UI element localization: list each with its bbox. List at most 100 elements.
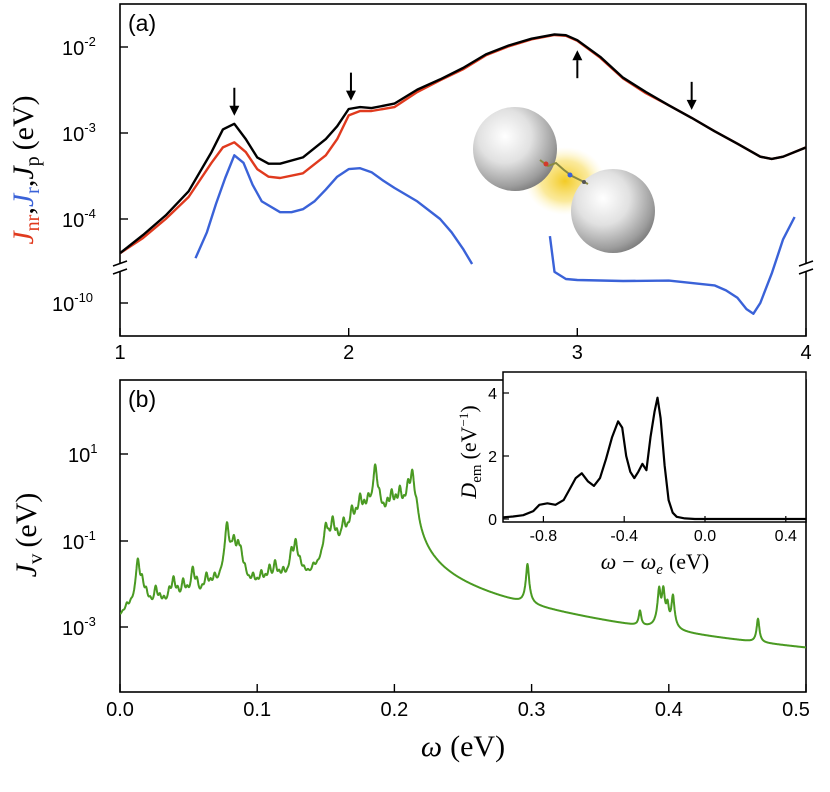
panel-b-x-tick-label: 0.2 xyxy=(380,699,408,721)
tick-base: 10 xyxy=(62,210,84,232)
arrow-annotation xyxy=(572,50,583,79)
panel-b-x-axis-title: ω (eV) xyxy=(421,730,505,763)
svg-text:Dem(eV−1): Dem (eV−1) xyxy=(456,405,485,499)
jp-sub: p xyxy=(22,156,44,166)
panel-b-y-tick-label: 10-1 xyxy=(62,528,96,554)
panel-a-x-tick-label: 1 xyxy=(114,342,125,364)
unit: (eV) xyxy=(450,730,505,763)
omega-e-symbol: ω xyxy=(641,549,657,574)
tick-exp: -3 xyxy=(84,120,96,135)
svg-text:Jnr,Jr,Jp(eV): Jnr,Jr,Jp(eV) xyxy=(7,95,44,244)
tick-base: 10 xyxy=(62,532,84,554)
arrow-annotation xyxy=(229,87,240,116)
panel-a-y-ticks xyxy=(120,46,128,304)
tick-exp: -1 xyxy=(84,528,96,543)
jv-symbol: J xyxy=(10,562,43,577)
series-jp xyxy=(120,33,806,255)
svg-text:10-3: 10-3 xyxy=(62,120,96,146)
axis-break-left xyxy=(112,260,128,275)
inset-y-tick-label: 0 xyxy=(488,512,497,529)
inset-x-axis-title: ω − ωe (eV) xyxy=(601,549,710,578)
inset-y-tick-label: 2 xyxy=(488,449,497,466)
nanosphere-dimer-illustration xyxy=(473,107,655,253)
unit-exp: −1 xyxy=(456,413,471,427)
panel-b-label: (b) xyxy=(128,386,156,412)
label-sep: , xyxy=(7,207,40,215)
arrow-annotation xyxy=(345,72,356,101)
dem-sub: em xyxy=(469,464,485,483)
panel-a-x-ticks xyxy=(119,328,807,336)
panel-a-plot-area xyxy=(120,33,806,315)
inset-x-tick-label: 0.4 xyxy=(775,528,797,545)
svg-text:Jv(eV): Jv (eV) xyxy=(10,493,47,578)
unit: (eV) xyxy=(669,549,709,574)
omega-symbol: ω xyxy=(601,549,617,574)
panel-a-y-tick-label: 10-3 xyxy=(62,120,96,146)
series-jr-upper xyxy=(194,154,474,265)
svg-text:10-1: 10-1 xyxy=(62,528,96,554)
tick-exp: -3 xyxy=(84,614,96,629)
panel-b-y-ticks xyxy=(120,453,128,628)
svg-text:101: 101 xyxy=(68,441,97,467)
tick-exp: -4 xyxy=(84,206,96,221)
svg-text:ω(eV): ω (eV) xyxy=(421,730,505,763)
svg-text:10-3: 10-3 xyxy=(62,614,96,640)
inset-y-tick-label: 4 xyxy=(488,386,497,403)
arrow-annotation xyxy=(686,81,697,110)
panel-a-y-tick-label: 10-2 xyxy=(62,34,96,60)
label-sep: , xyxy=(7,180,40,188)
panel-a-y-axis-title: Jnr,Jr,Jp(eV) xyxy=(7,95,44,244)
tick-base: 10 xyxy=(68,445,90,467)
panel-b-x-tick-label: 0.1 xyxy=(243,699,271,721)
axis-break-right xyxy=(798,260,814,275)
panel-a-x-tick-label: 2 xyxy=(343,342,354,364)
panel-a-label: (a) xyxy=(128,10,156,36)
tick-base: 10 xyxy=(62,618,84,640)
panel-b-x-tick-label: 0.3 xyxy=(518,699,546,721)
inset-x-tick-label: 0.0 xyxy=(694,528,716,545)
panel-a-y-tick-label: 10-4 xyxy=(62,206,96,232)
panel-b-y-axis-title: Jv (eV) xyxy=(10,493,47,578)
panel-a-x-tick-label: 3 xyxy=(572,342,583,364)
panel-b-x-tick-label: 0.4 xyxy=(655,699,683,721)
jv-sub: v xyxy=(23,553,47,564)
omega-e-sub: e xyxy=(656,562,663,578)
svg-text:10-10: 10-10 xyxy=(52,290,93,316)
svg-text:10-2: 10-2 xyxy=(62,34,96,60)
panel-b-y-tick-label: 101 xyxy=(68,441,97,467)
dem-symbol: D xyxy=(456,483,481,500)
inset-x-tick-label: -0.8 xyxy=(530,528,558,545)
tick-base: 10 xyxy=(52,294,74,316)
series-jv xyxy=(120,463,806,649)
omega-symbol: ω xyxy=(421,730,442,763)
inset-x-ticks xyxy=(542,516,787,522)
panel-b-x-ticks xyxy=(119,684,807,692)
inset-y-ticks xyxy=(503,392,509,520)
panel-b-x-tick-label: 0.0 xyxy=(106,699,134,721)
jr-sub: r xyxy=(22,187,44,194)
panel-b-y-tick-label: 10-3 xyxy=(62,614,96,640)
tick-exp: 1 xyxy=(90,441,97,456)
inset-x-tick-label: -0.4 xyxy=(610,528,638,545)
jnr-sub: nr xyxy=(22,214,44,231)
panel-b: (b) 0.0 0.1 0.2 0.3 0.4 0.5 101 10-1 1 xyxy=(10,371,810,763)
molecule xyxy=(539,159,589,185)
unit: (eV) xyxy=(7,95,40,150)
panel-b-x-tick-label: 0.5 xyxy=(782,699,810,721)
series-jr-lower xyxy=(548,216,796,315)
panel-a-y-tick-label: 10-10 xyxy=(52,290,93,316)
jp-symbol: J xyxy=(7,165,40,180)
jnr-symbol: J xyxy=(7,230,40,245)
svg-text:10-4: 10-4 xyxy=(62,206,96,232)
svg-text:ω−ωe(eV): ω − ωe (eV) xyxy=(601,549,710,578)
panel-b-plot-area xyxy=(120,463,806,649)
tick-base: 10 xyxy=(62,124,84,146)
panel-a-x-tick-label: 4 xyxy=(800,342,811,364)
series-dem xyxy=(502,396,806,521)
jr-symbol: J xyxy=(7,192,40,207)
minus-sign: − xyxy=(622,549,634,574)
unit: (eV) xyxy=(10,493,43,548)
panel-b-frame xyxy=(119,379,807,693)
unit-open: (eV xyxy=(456,426,481,459)
